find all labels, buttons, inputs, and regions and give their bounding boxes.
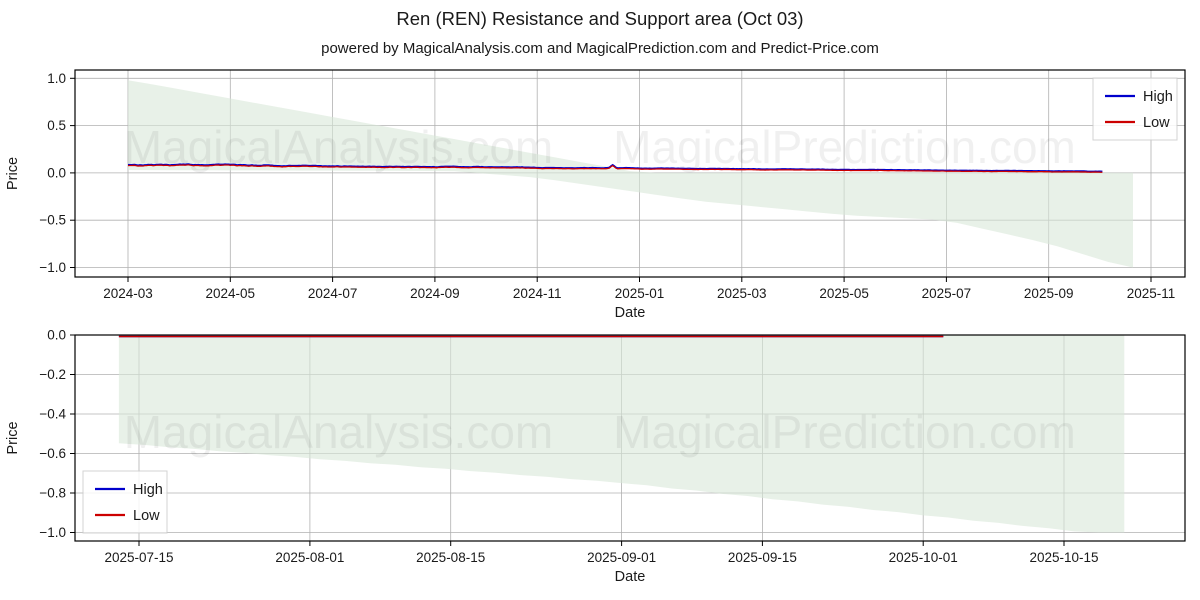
svg-text:−1.0: −1.0 xyxy=(39,260,66,275)
svg-text:1.0: 1.0 xyxy=(47,71,66,86)
svg-text:2025-05: 2025-05 xyxy=(819,286,869,301)
svg-text:Date: Date xyxy=(615,569,646,585)
svg-text:−0.4: −0.4 xyxy=(39,407,66,422)
svg-text:−0.8: −0.8 xyxy=(39,486,66,501)
svg-text:Date: Date xyxy=(615,305,646,321)
svg-text:2025-11: 2025-11 xyxy=(1127,286,1176,301)
svg-text:0.0: 0.0 xyxy=(47,328,66,343)
svg-text:2025-09: 2025-09 xyxy=(1024,286,1074,301)
svg-text:0.0: 0.0 xyxy=(47,165,66,180)
svg-text:Low: Low xyxy=(133,508,160,524)
svg-text:Price: Price xyxy=(5,157,21,190)
svg-text:2025-08-15: 2025-08-15 xyxy=(416,550,485,565)
svg-text:2025-07-15: 2025-07-15 xyxy=(104,550,173,565)
svg-text:MagicalAnalysis.com: MagicalAnalysis.com xyxy=(124,406,553,458)
svg-text:Low: Low xyxy=(1143,115,1170,131)
svg-text:2025-09-15: 2025-09-15 xyxy=(728,550,797,565)
svg-text:High: High xyxy=(133,482,163,498)
svg-text:2025-10-01: 2025-10-01 xyxy=(889,550,958,565)
svg-text:2025-09-01: 2025-09-01 xyxy=(587,550,656,565)
svg-text:Price: Price xyxy=(5,421,21,454)
svg-text:2024-09: 2024-09 xyxy=(410,286,460,301)
svg-text:−0.2: −0.2 xyxy=(39,367,66,382)
svg-text:−0.6: −0.6 xyxy=(39,446,66,461)
svg-text:−0.5: −0.5 xyxy=(39,213,66,228)
svg-text:2025-01: 2025-01 xyxy=(615,286,665,301)
svg-text:0.5: 0.5 xyxy=(47,118,66,133)
svg-text:MagicalPrediction.com: MagicalPrediction.com xyxy=(613,406,1076,458)
svg-text:−1.0: −1.0 xyxy=(39,525,66,540)
svg-text:High: High xyxy=(1143,89,1173,105)
svg-text:2024-07: 2024-07 xyxy=(308,286,358,301)
svg-text:2025-10-15: 2025-10-15 xyxy=(1029,550,1098,565)
svg-text:2024-03: 2024-03 xyxy=(103,286,153,301)
svg-text:2025-08-01: 2025-08-01 xyxy=(275,550,344,565)
svg-text:2024-05: 2024-05 xyxy=(206,286,256,301)
svg-text:2025-03: 2025-03 xyxy=(717,286,767,301)
svg-text:2025-07: 2025-07 xyxy=(922,286,972,301)
svg-text:2024-11: 2024-11 xyxy=(513,286,562,301)
svg-text:MagicalPrediction.com: MagicalPrediction.com xyxy=(613,121,1076,173)
